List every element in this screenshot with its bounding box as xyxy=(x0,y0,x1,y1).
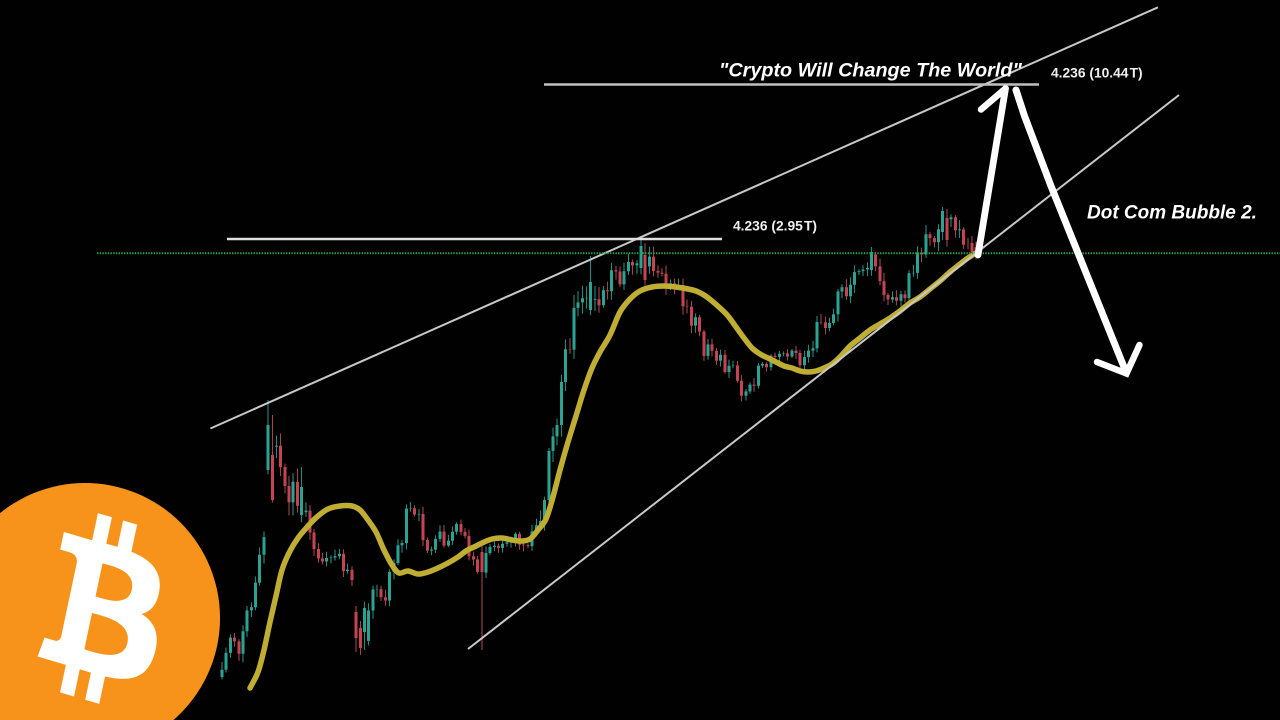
svg-text:4.236 (10.44 T): 4.236 (10.44 T) xyxy=(1051,66,1143,81)
svg-text:4.236 (2.95 T): 4.236 (2.95 T) xyxy=(733,219,817,234)
svg-text:Dot Com Bubble 2.: Dot Com Bubble 2. xyxy=(1087,203,1257,224)
svg-text:"Crypto Will Change The World": "Crypto Will Change The World" xyxy=(719,60,1022,82)
